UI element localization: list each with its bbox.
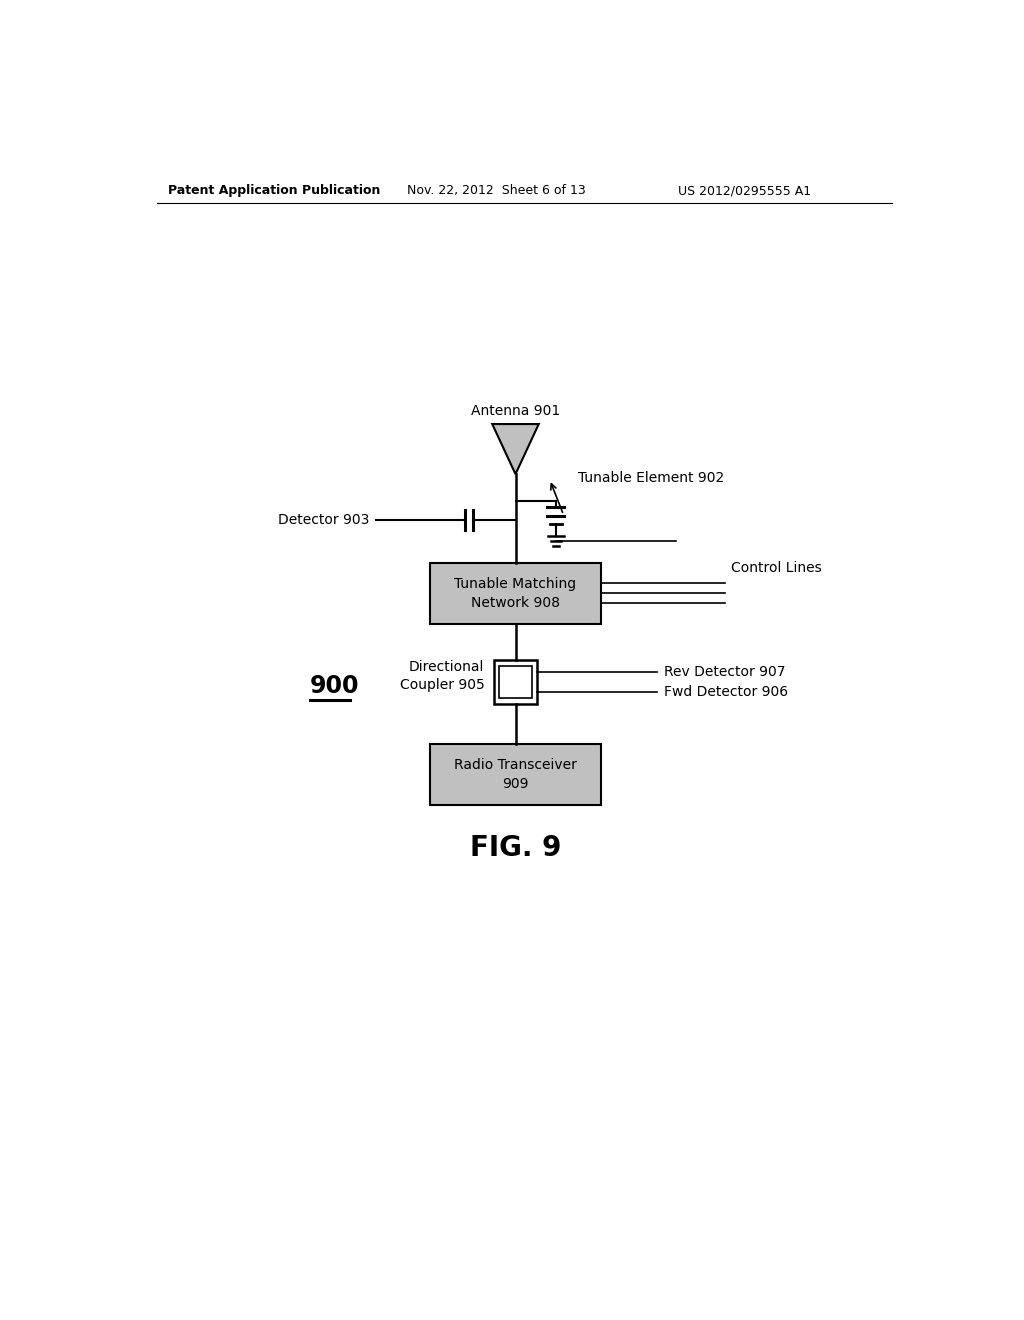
Text: Tunable Element 902: Tunable Element 902 (578, 471, 724, 484)
Text: Directional
Coupler 905: Directional Coupler 905 (399, 660, 484, 692)
Text: Rev Detector 907: Rev Detector 907 (664, 665, 785, 678)
Text: Patent Application Publication: Patent Application Publication (168, 185, 381, 197)
Text: Tunable Matching
Network 908: Tunable Matching Network 908 (455, 577, 577, 610)
Text: Nov. 22, 2012  Sheet 6 of 13: Nov. 22, 2012 Sheet 6 of 13 (407, 185, 586, 197)
Polygon shape (493, 424, 539, 474)
Text: 900: 900 (310, 673, 359, 698)
Bar (430, 562, 601, 624)
Bar (494, 660, 538, 704)
Bar (430, 743, 601, 805)
Text: Antenna 901: Antenna 901 (471, 404, 560, 418)
Text: Detector 903: Detector 903 (279, 513, 370, 527)
Bar (500, 665, 531, 698)
Text: Control Lines: Control Lines (731, 561, 821, 576)
Text: Fwd Detector 906: Fwd Detector 906 (664, 685, 787, 700)
Text: US 2012/0295555 A1: US 2012/0295555 A1 (678, 185, 811, 197)
Text: FIG. 9: FIG. 9 (470, 833, 561, 862)
Text: Radio Transceiver
909: Radio Transceiver 909 (454, 758, 577, 791)
